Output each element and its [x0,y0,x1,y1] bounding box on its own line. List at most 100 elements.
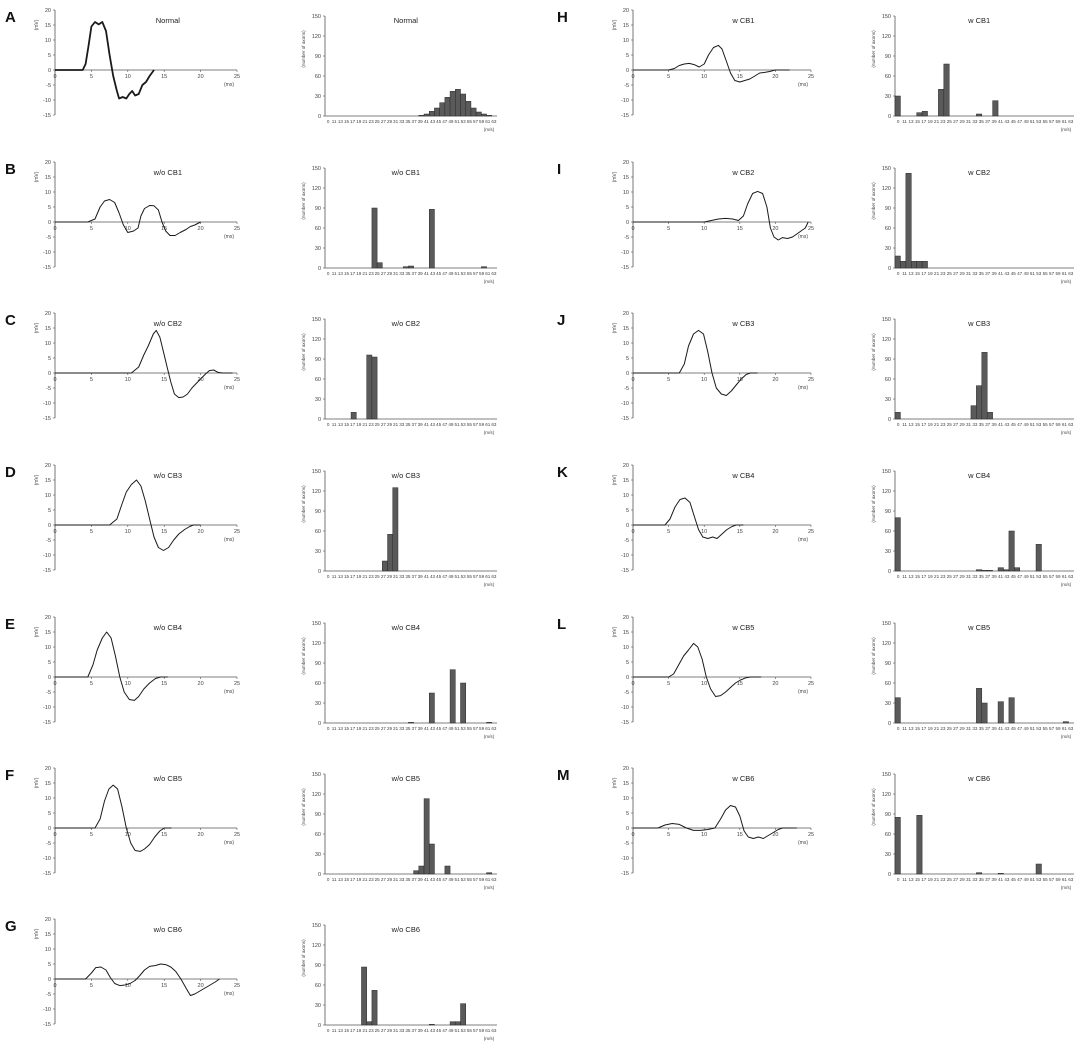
x-tick-label: 63 [1068,271,1074,276]
x-tick-label: 31 [966,119,972,124]
y-tick-label: 120 [882,489,891,495]
y-axis-label: (mV) [34,474,40,485]
y-tick-label: 15 [623,478,629,484]
histogram-bar [428,692,435,724]
x-tick-label: 25 [375,119,381,124]
y-tick-label: 0 [48,68,51,74]
x-axis-label: (m/s) [484,582,495,587]
histogram-bar [366,354,373,420]
x-tick-label: 15 [161,529,167,535]
x-tick-label: 13 [338,726,344,731]
y-tick-label: -5 [624,386,629,392]
x-tick-label: 31 [393,119,399,124]
y-tick-label: 30 [315,1003,321,1009]
x-tick-label: 61 [1062,422,1068,427]
y-tick-label: -15 [621,568,629,574]
x-tick-label: 25 [375,574,381,579]
x-tick-label: 19 [356,877,362,882]
x-tick-label: 57 [1049,726,1055,731]
x-tick-label: 15 [161,377,167,383]
y-tick-label: -5 [46,690,51,696]
y-tick-label: 30 [315,397,321,403]
x-tick-label: 61 [1062,574,1068,579]
x-tick-label: 61 [485,877,491,882]
y-tick-label: -15 [621,265,629,271]
x-tick-label: 17 [350,119,356,124]
x-tick-label: 51 [1030,422,1036,427]
x-tick-label: 25 [234,983,240,989]
x-tick-label: 49 [448,574,454,579]
histogram-bar [981,570,988,572]
histogram-bar [1008,530,1015,572]
x-tick-label: 29 [960,119,966,124]
y-tick-label: 5 [48,962,51,968]
histogram-bar [894,255,901,269]
y-tick-label: 0 [48,977,51,983]
x-tick-label: 5 [90,529,93,535]
histogram-bar [900,261,907,269]
x-tick-label: 39 [992,119,998,124]
panel-letter: D [5,464,16,481]
y-tick-label: 15 [45,932,51,938]
x-tick-label: 15 [161,74,167,80]
y-tick-label: 150 [882,317,891,323]
histogram-bar [475,111,482,117]
histogram-bar [894,517,901,572]
y-tick-label: -5 [46,992,51,998]
y-tick-label: 60 [315,832,321,838]
x-tick-label: 25 [947,877,953,882]
x-tick-label: 59 [1055,726,1061,731]
x-tick-label: 35 [405,119,411,124]
histogram-bar [976,688,983,724]
x-tick-label: 33 [399,1028,405,1033]
x-tick-label: 41 [424,877,430,882]
x-axis-label: (ms) [224,82,234,88]
y-tick-label: 5 [626,811,629,817]
x-tick-label: 27 [953,877,959,882]
histogram-bar [486,872,493,875]
waveform-line [55,479,201,551]
x-tick-label: 19 [928,422,934,427]
x-tick-label: 23 [940,271,946,276]
x-tick-label: 15 [344,422,350,427]
x-tick-label: 53 [461,877,467,882]
waveform-line [633,329,758,396]
y-tick-label: 60 [885,74,891,80]
x-tick-label: 47 [1017,422,1023,427]
histogram-bar [894,817,901,875]
y-tick-label: -15 [43,1022,51,1028]
x-tick-label: 20 [198,832,204,838]
histogram-bar [486,722,493,724]
x-tick-label: 43 [1004,271,1010,276]
histogram-bar [371,207,378,269]
x-tick-label: 29 [387,726,393,731]
y-tick-label: 60 [315,681,321,687]
chart-title: w CB1 [967,16,990,25]
y-tick-label: 90 [315,54,321,60]
y-tick-label: -10 [43,705,51,711]
x-tick-label: 0 [897,422,900,427]
y-tick-label: 20 [45,766,51,772]
y-tick-label: 15 [45,326,51,332]
y-tick-label: -10 [43,98,51,104]
y-tick-label: -5 [624,83,629,89]
x-tick-label: 53 [1036,422,1042,427]
x-tick-label: 19 [356,119,362,124]
x-tick-label: 10 [701,74,707,80]
y-tick-label: 60 [315,983,321,989]
chart-title: w/o CB1 [391,168,420,177]
x-tick-label: 39 [992,726,998,731]
x-tick-label: 29 [387,119,393,124]
x-axis-label: (m/s) [484,885,495,890]
x-tick-label: 5 [667,832,670,838]
x-tick-label: 10 [125,832,131,838]
x-tick-label: 11 [902,271,907,276]
y-tick-label: 0 [48,675,51,681]
y-tick-label: 120 [882,792,891,798]
y-axis-label: (mV) [612,626,618,637]
y-tick-label: 0 [626,826,629,832]
